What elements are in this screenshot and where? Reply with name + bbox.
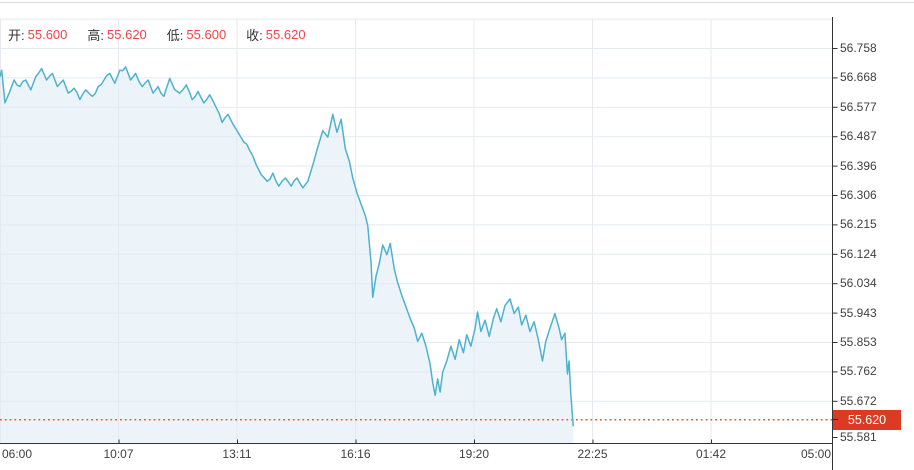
- close-label: 收:: [246, 28, 263, 43]
- y-axis-label: 56.034: [840, 276, 877, 291]
- legend-close: 收: 55.620: [246, 25, 305, 44]
- x-axis-label: 16:16: [340, 447, 371, 461]
- high-label: 高:: [87, 28, 105, 43]
- x-axis-label: 13:11: [222, 447, 252, 461]
- last-price-badge: 55.620: [833, 410, 901, 430]
- y-axis-label: 56.215: [840, 217, 877, 232]
- y-axis-label: 56.124: [840, 246, 877, 261]
- legend-high: 高: 55.620: [87, 25, 146, 44]
- legend-open: 开: 55.600: [8, 25, 67, 44]
- x-axis-label: 22:25: [577, 447, 608, 461]
- open-value: 55.600: [27, 27, 68, 42]
- close-value: 55.620: [265, 27, 306, 42]
- y-axis-label: 55.672: [840, 393, 877, 408]
- legend-low: 低: 55.600: [167, 25, 226, 44]
- x-axis-label: 05:00: [800, 447, 831, 461]
- y-axis-label: 55.853: [840, 335, 877, 349]
- x-axis-label: 01:42: [695, 447, 727, 461]
- area-fill: [0, 66, 574, 444]
- y-axis-label: 56.758: [840, 41, 877, 55]
- y-axis-label: 55.581: [840, 430, 877, 444]
- price-line: [0, 66, 574, 427]
- x-axis-label: 19:20: [458, 447, 490, 461]
- y-axis-label: 55.762: [840, 364, 877, 379]
- y-axis-label: 56.577: [840, 99, 877, 114]
- ohlc-legend: 开: 55.600 高: 55.620 低: 55.600 收: 55.620: [8, 25, 306, 44]
- low-value: 55.600: [186, 27, 227, 42]
- y-axis-label: 56.306: [840, 188, 877, 202]
- y-axis-label: 55.943: [840, 305, 877, 320]
- y-axis-label: 56.487: [840, 129, 877, 144]
- x-axis-label: 06:00: [2, 447, 33, 461]
- low-label: 低:: [166, 28, 184, 43]
- high-value: 55.620: [107, 27, 147, 42]
- y-axis-label: 56.668: [840, 70, 877, 85]
- open-label: 开:: [8, 28, 25, 43]
- y-axis-label: 56.396: [840, 158, 877, 173]
- x-axis-label: 10:07: [103, 447, 134, 461]
